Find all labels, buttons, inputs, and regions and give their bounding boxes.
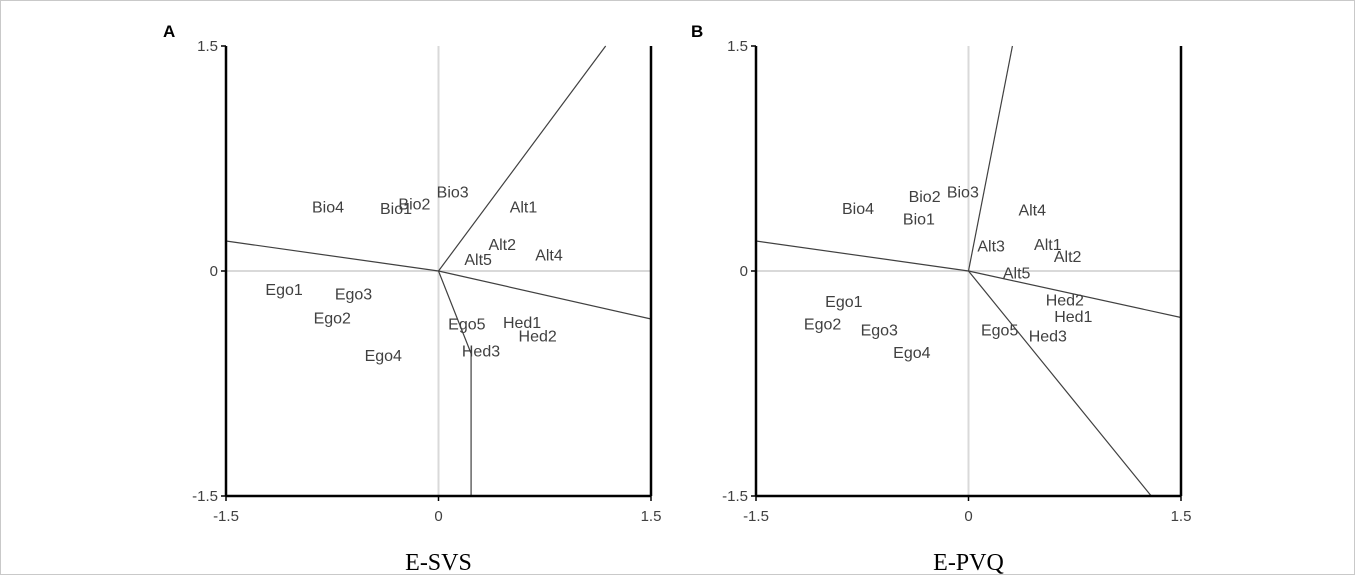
partition-line — [438, 45, 607, 272]
data-point-label: Ego2 — [804, 317, 841, 334]
partition-line — [755, 240, 969, 272]
data-point-label: Ego5 — [981, 323, 1018, 340]
partition-line — [967, 45, 1014, 272]
partition-line — [968, 270, 1152, 497]
x-axis-title: E-PVQ — [933, 550, 1004, 576]
data-point-label: Alt5 — [1003, 266, 1031, 283]
data-point-label: Bio3 — [437, 185, 469, 202]
x-tick-label: 1.5 — [641, 508, 662, 525]
y-tick-label: 0 — [210, 263, 218, 280]
data-point-label: Hed3 — [1029, 329, 1067, 346]
data-point-label: Alt2 — [1054, 249, 1082, 266]
partition-line — [225, 240, 439, 272]
data-point-label: Ego1 — [265, 282, 302, 299]
data-point-label: Ego2 — [314, 311, 351, 328]
data-point-label: Ego5 — [448, 317, 485, 334]
data-point-label: Alt1 — [1034, 237, 1062, 254]
data-point-label: Ego4 — [893, 345, 930, 362]
data-point-label: Bio3 — [947, 185, 979, 202]
data-point-label: Hed3 — [462, 344, 500, 361]
y-tick-label: -1.5 — [192, 488, 218, 505]
data-point-label: Ego3 — [861, 323, 898, 340]
x-tick-label: 0 — [964, 508, 972, 525]
x-tick-label: 1.5 — [1171, 508, 1192, 525]
y-tick-label: 0 — [740, 263, 748, 280]
data-point-label: Alt4 — [1018, 203, 1046, 220]
data-point-label: Alt5 — [464, 252, 492, 269]
partition-line — [437, 270, 472, 354]
data-point-label: Alt2 — [488, 237, 516, 254]
partition-line — [968, 270, 1182, 319]
x-tick-label: 0 — [434, 508, 442, 525]
data-point-label: Bio1 — [903, 212, 935, 229]
data-point-label: Ego3 — [335, 287, 372, 304]
data-point-label: Bio2 — [398, 197, 430, 214]
x-tick-label: -1.5 — [213, 508, 239, 525]
x-tick-label: -1.5 — [743, 508, 769, 525]
data-point-label: Alt3 — [977, 239, 1005, 256]
data-point-label: Hed2 — [519, 329, 557, 346]
data-point-label: Alt4 — [535, 248, 563, 265]
data-point-label: Bio4 — [312, 200, 344, 217]
chart-panel-b: -1.5 0 1.5 1.5 0 -1.5 Bio4 Bio2 Bio3 Bio1 Alt4 Alt3… — [691, 22, 1191, 576]
y-tick-label: 1.5 — [727, 38, 748, 55]
data-point-label: Ego4 — [365, 348, 402, 365]
data-point-label: Bio2 — [909, 189, 941, 206]
y-tick-label: 1.5 — [197, 38, 218, 55]
partition-line — [438, 270, 652, 320]
data-point-label: Hed1 — [503, 315, 541, 332]
data-point-label: Hed2 — [1046, 293, 1084, 310]
panel-letter-a: A — [163, 22, 175, 41]
data-point-label: Alt1 — [510, 200, 538, 217]
data-point-label: Bio1 — [380, 201, 412, 218]
data-point-label: Hed1 — [1054, 309, 1092, 326]
y-tick-label: -1.5 — [722, 488, 748, 505]
data-point-label: Bio4 — [842, 201, 874, 218]
data-point-label: Ego1 — [825, 294, 862, 311]
x-axis-title: E-SVS — [405, 550, 472, 576]
panel-letter-b: B — [691, 22, 703, 41]
